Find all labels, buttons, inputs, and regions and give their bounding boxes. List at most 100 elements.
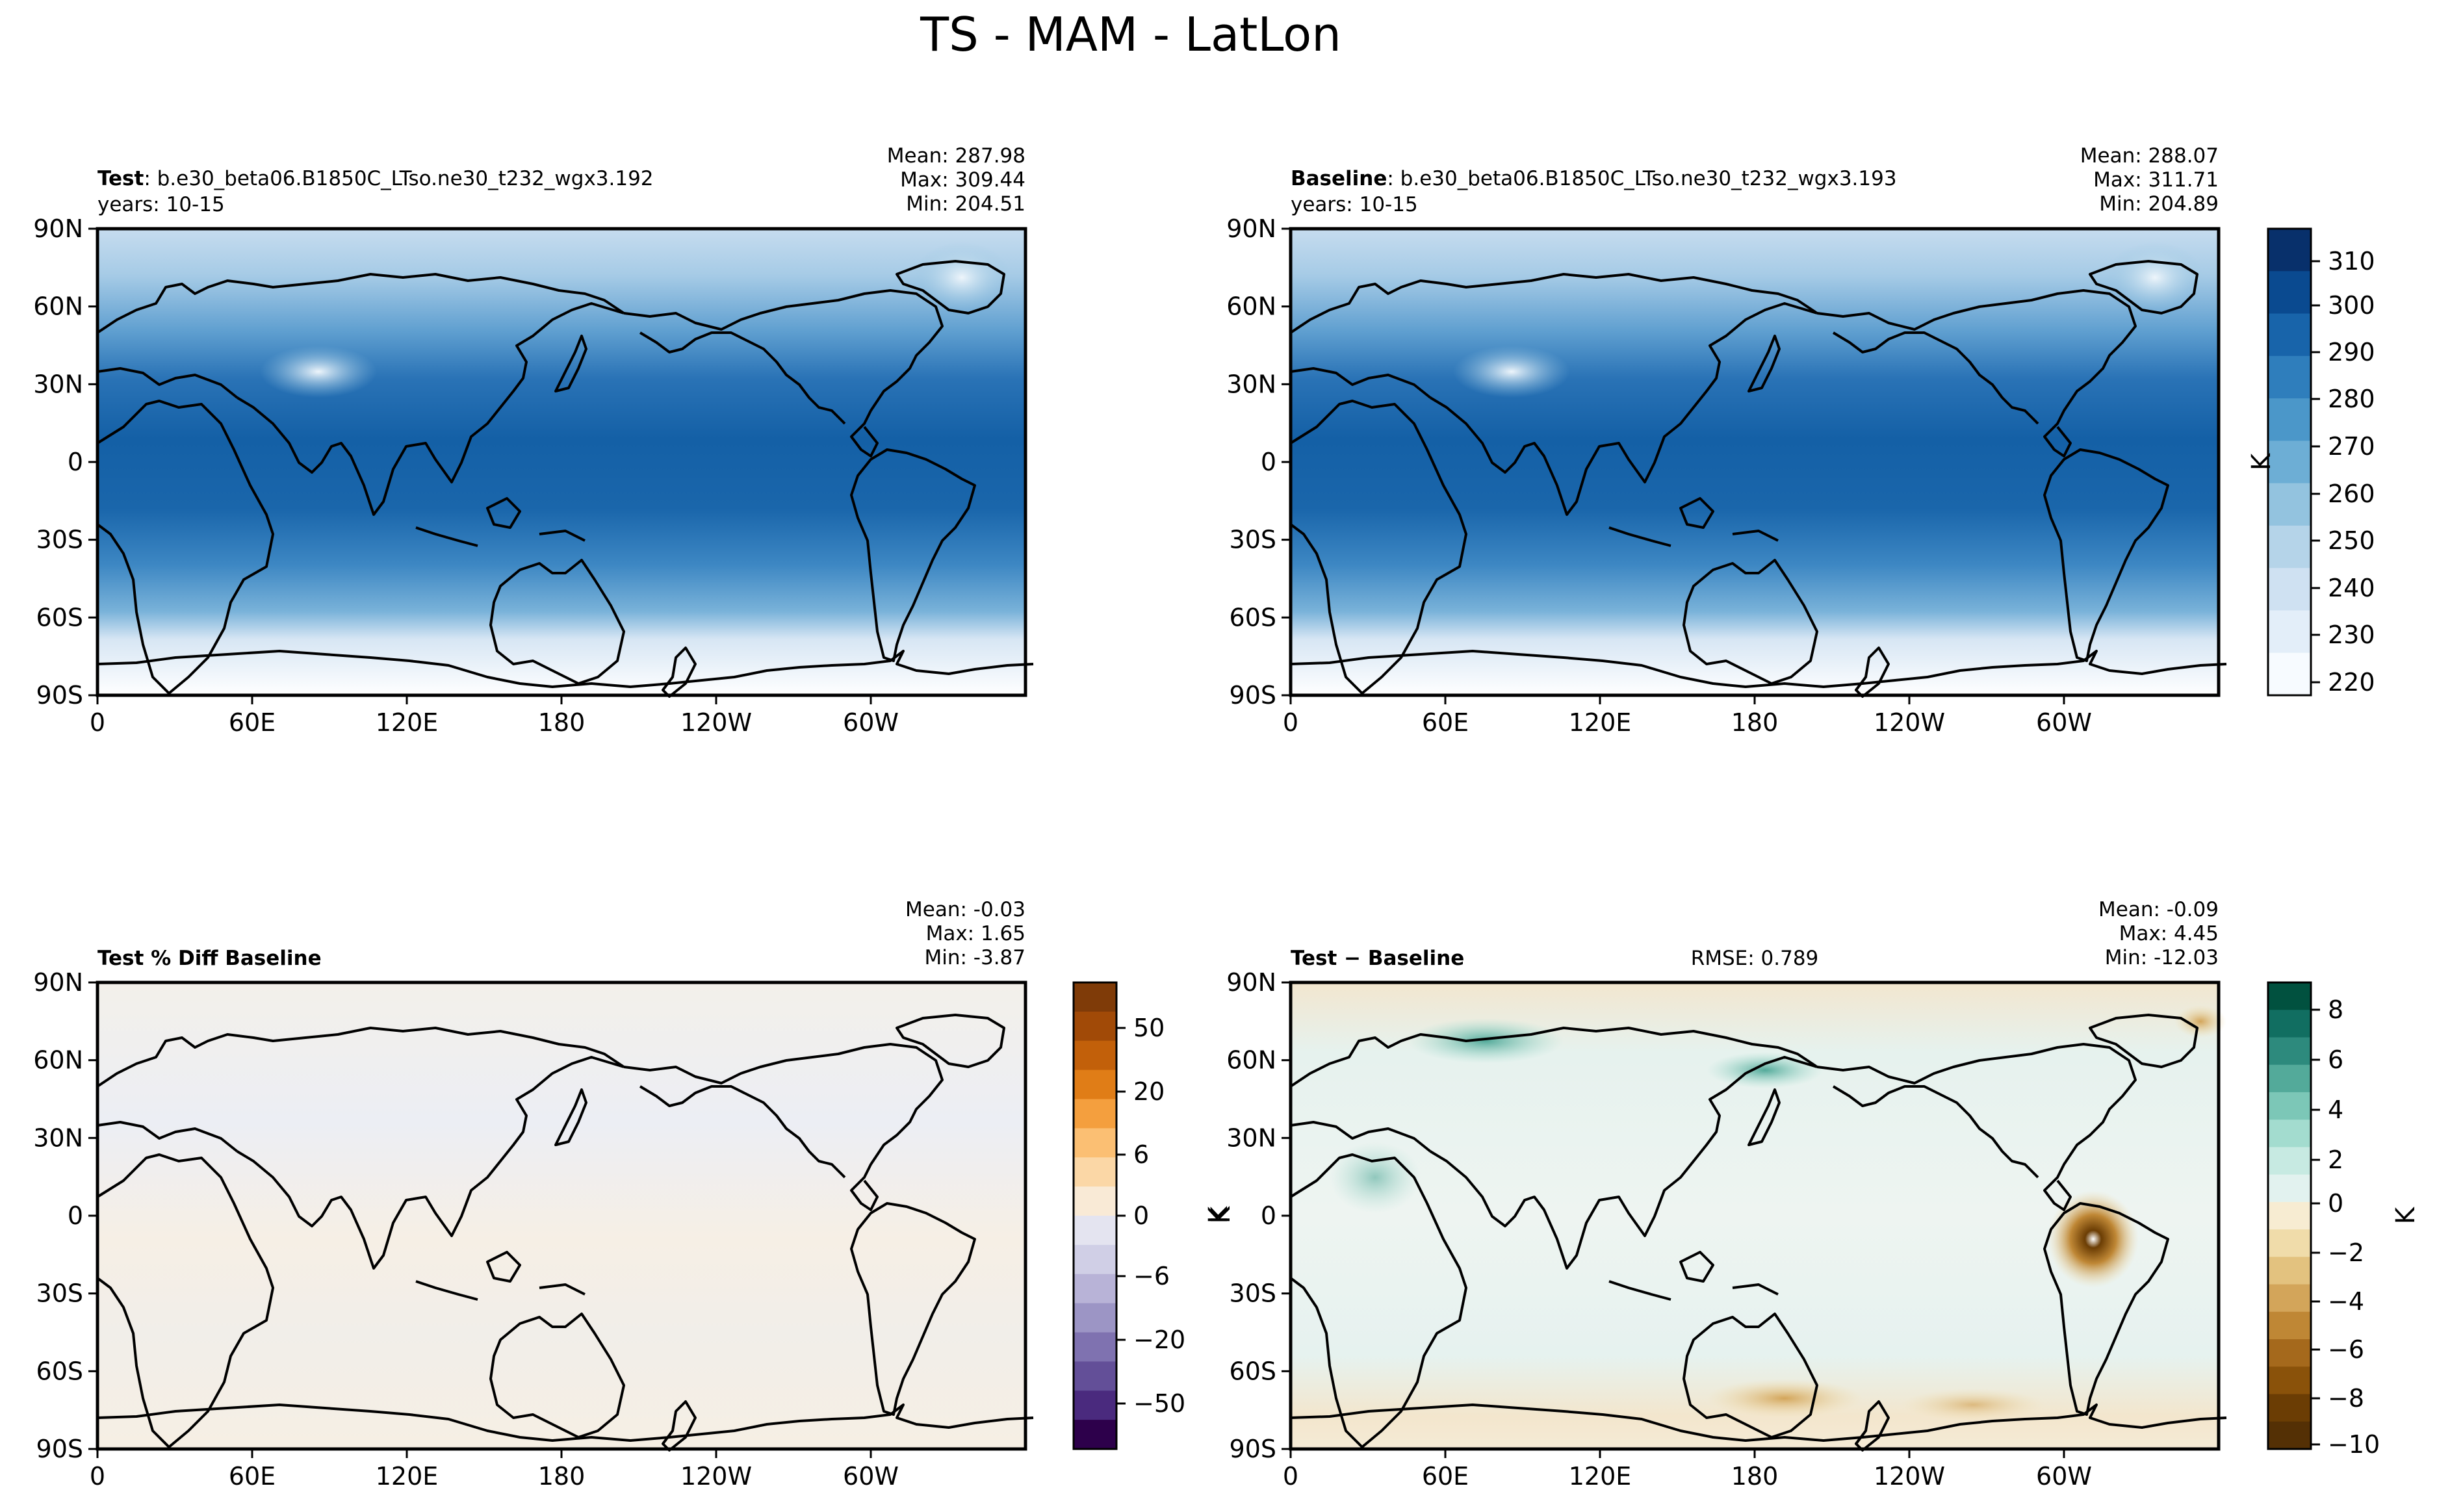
y-tick-label: 90N [33, 968, 83, 997]
y-tick-label: 30N [33, 1123, 83, 1152]
y-tick-label: 30S [36, 526, 83, 554]
colorbar-band [1074, 1216, 1116, 1246]
panel-diff-units: K [1206, 1205, 1236, 1224]
x-tick-label: 0 [90, 1462, 105, 1491]
y-tick-label: 60S [36, 603, 83, 632]
colorbar-tick-label: 2 [2328, 1146, 2343, 1174]
y-tick-label: 0 [1261, 448, 1276, 476]
colorbar-tick-label: 260 [2328, 480, 2375, 508]
colorbar-tick-label: 4 [2328, 1096, 2343, 1124]
panel-baseline-tibet-anomaly [1453, 346, 1570, 398]
panel-test: Test: b.e30_beta06.B1850C_LTso.ne30_t232… [33, 144, 1035, 737]
x-tick-label: 120W [1874, 708, 1945, 737]
colorbar-band [1074, 1390, 1116, 1421]
panel-diff-warm-south-pacific [1707, 1379, 1863, 1418]
colorbar-tick-label: 0 [1133, 1201, 1149, 1230]
colorbar-band [1074, 1274, 1116, 1304]
colorbar-tick-label: 240 [2328, 574, 2375, 602]
colorbar-tick-label: 300 [2328, 291, 2375, 320]
x-tick-label: 120E [1569, 708, 1632, 737]
colorbar-blues-label: K [2247, 452, 2276, 470]
y-tick-label: 90N [1226, 968, 1276, 997]
panel-pctdiff-units: K [1204, 1205, 1233, 1224]
colorbar-band [2268, 1339, 2311, 1368]
colorbar-band [2268, 982, 2311, 1011]
x-tick-label: 0 [90, 708, 105, 737]
colorbar-band [1074, 1011, 1116, 1042]
colorbar-band [1074, 1420, 1116, 1450]
x-tick-label: 180 [538, 1462, 586, 1491]
x-tick-label: 0 [1283, 1462, 1298, 1491]
panel-baseline-stat-max: Max: 311.71 [2093, 168, 2219, 192]
panel-pctdiff-field [97, 982, 1025, 1449]
panel-diff-warm-antarctic [1902, 1389, 2044, 1421]
colorbar-tick-label: 220 [2328, 668, 2375, 697]
panel-baseline-xticks: 0 60E 120E 180 120W 60W [1283, 695, 2092, 737]
panel-diff-yticks: 90N 60N 30N 0 30S 60S 90S [1226, 968, 1291, 1463]
panel-diff-xticks: 0 60E 120E 180 120W 60W [1283, 1449, 2092, 1491]
colorbar-tick-label: 270 [2328, 432, 2375, 461]
x-tick-label: 60E [229, 1462, 276, 1491]
colorbar-band [2268, 398, 2311, 442]
panel-test-tibet-anomaly [260, 346, 377, 398]
x-tick-label: 60E [1422, 708, 1469, 737]
colorbar-band [1074, 1332, 1116, 1363]
panel-diff-cool-north-asia [1408, 1018, 1564, 1064]
x-tick-label: 60E [229, 708, 276, 737]
y-tick-label: 90S [1230, 1435, 1276, 1463]
y-tick-label: 60S [1230, 603, 1276, 632]
colorbar-band [2268, 652, 2311, 696]
colorbar-band [1074, 1099, 1116, 1129]
colorbar-tick-label: −8 [2328, 1384, 2364, 1413]
colorbar-band [1074, 1157, 1116, 1188]
panel-baseline-field [1291, 229, 2219, 695]
y-tick-label: 90S [36, 1435, 83, 1463]
y-tick-label: 60N [1226, 292, 1276, 321]
panel-test-stat-min: Min: 204.51 [906, 192, 1025, 216]
y-tick-label: 30S [36, 1279, 83, 1308]
colorbar-band [2268, 355, 2311, 400]
colorbar-band [2268, 1037, 2311, 1066]
colorbar-tick-label: 0 [2328, 1189, 2343, 1218]
colorbar-band [2268, 610, 2311, 654]
panel-baseline-subtitle: years: 10-15 [1291, 193, 1418, 216]
colorbar-band [1074, 982, 1116, 1012]
x-tick-label: 0 [1283, 708, 1298, 737]
colorbar-band [2268, 1421, 2311, 1450]
colorbar-tick-label: −50 [1133, 1389, 1185, 1418]
colorbar-tick-label: −6 [1133, 1262, 1170, 1290]
panel-baseline-yticks: 90N 60N 30N 0 30S 60S 90S [1226, 214, 1291, 710]
colorbar-band [1074, 1186, 1116, 1216]
colorbar-brbg: 8 6 4 2 0 −2 −4 −6 −8 −10 K [2267, 981, 2421, 1459]
panel-pctdiff-xticks: 0 60E 120E 180 120W 60W [90, 1449, 899, 1491]
y-tick-label: 30S [1230, 526, 1276, 554]
colorbar-band [2268, 1064, 2311, 1093]
y-tick-label: 30N [33, 370, 83, 398]
x-tick-label: 120E [376, 1462, 439, 1491]
panel-diff-hot-brazil [2048, 1190, 2139, 1288]
y-tick-label: 0 [68, 1201, 83, 1230]
colorbar-band [2268, 1229, 2311, 1258]
colorbar-tick-label: −6 [2328, 1335, 2364, 1364]
colorbar-tick-label: −2 [2328, 1238, 2364, 1267]
colorbar-tick-label: 6 [2328, 1045, 2343, 1074]
panel-test-stat-max: Max: 309.44 [900, 168, 1025, 192]
panel-pctdiff-stat-mean: Mean: -0.03 [905, 898, 1025, 921]
colorbar-band [2268, 1284, 2311, 1313]
y-tick-label: 60S [36, 1357, 83, 1385]
colorbar-band [1074, 1128, 1116, 1159]
colorbar-band [2268, 1201, 2311, 1231]
panel-test-subtitle: years: 10-15 [97, 193, 225, 216]
panel-diff-rmse: RMSE: 0.789 [1691, 947, 1819, 970]
panel-diff-stat-mean: Mean: -0.09 [2098, 898, 2219, 921]
panel-diff-cool-north-pacific [1707, 1052, 1824, 1088]
colorbar-tick-label: 250 [2328, 526, 2375, 555]
colorbar-tick-label: 280 [2328, 385, 2375, 413]
colorbar-tick-label: 6 [1133, 1140, 1149, 1169]
y-tick-label: 90N [33, 214, 83, 243]
x-tick-label: 180 [1731, 708, 1779, 737]
colorbar-brbg-ticks: 8 6 4 2 0 −2 −4 −6 −8 −10 [2311, 995, 2380, 1459]
x-tick-label: 120E [1569, 1462, 1632, 1491]
panel-baseline-greenland-anomaly [2106, 242, 2204, 313]
